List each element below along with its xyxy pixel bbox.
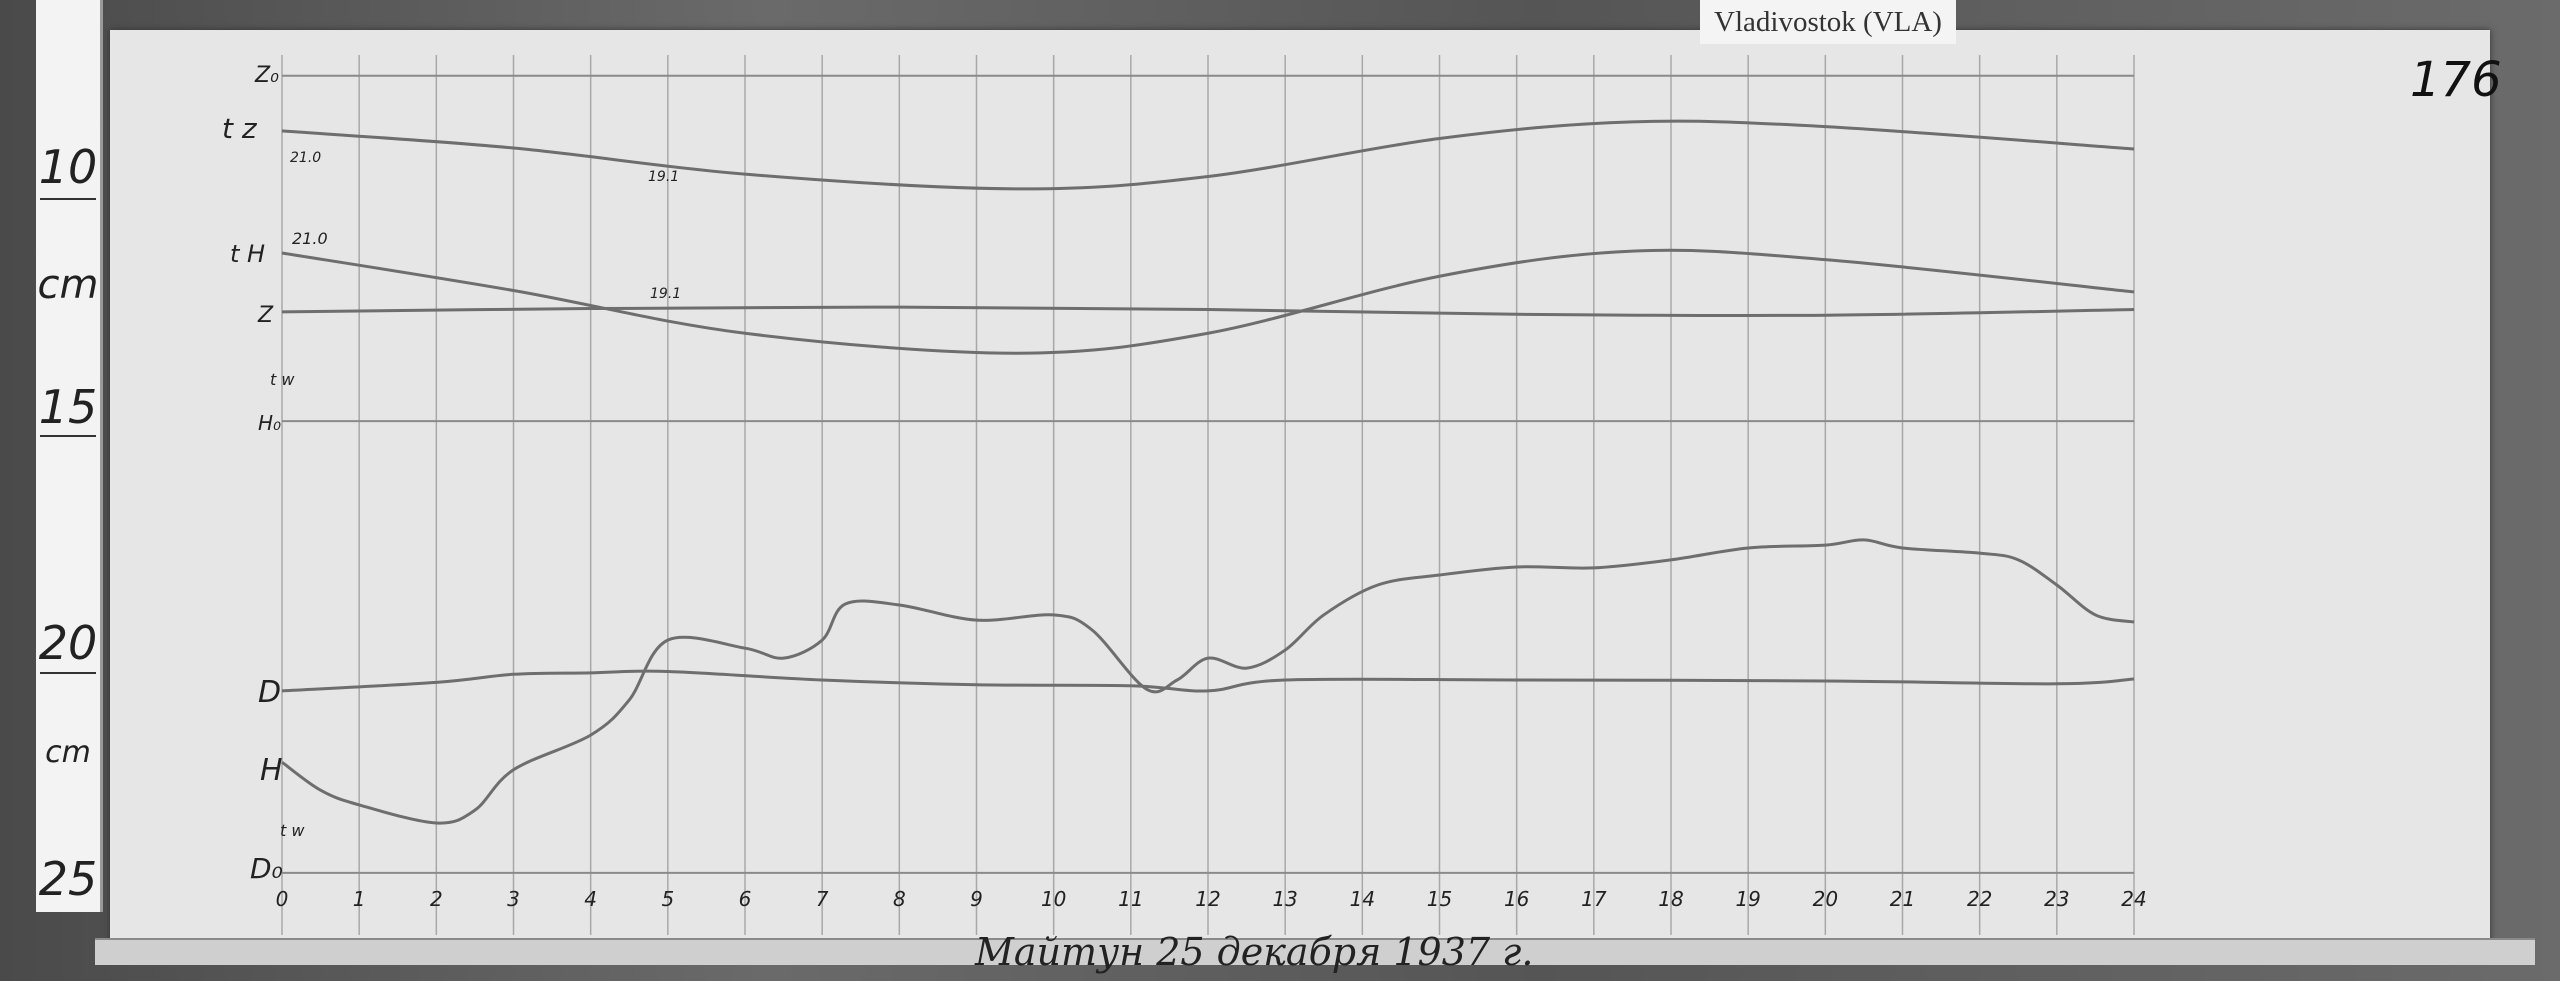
hour-tick-label: 2 xyxy=(430,887,443,911)
trace-label-d: D xyxy=(258,675,281,710)
ruler-tick xyxy=(40,672,96,674)
hour-tick-label: 19 xyxy=(1735,887,1760,911)
trace-label-tw: t w xyxy=(270,370,295,389)
hour-tick-label: 15 xyxy=(1427,887,1452,911)
trace-label-d0: D₀ xyxy=(250,852,283,885)
hour-tick-label: 3 xyxy=(507,887,520,911)
hour-tick-label: 17 xyxy=(1581,887,1607,911)
hour-tick-label: 10 xyxy=(1041,887,1066,911)
trace-label-z: Z xyxy=(257,303,274,328)
ruler-mark: 15 xyxy=(38,380,98,434)
magnetogram-sheet xyxy=(110,30,2490,945)
hour-tick-label: 13 xyxy=(1272,887,1297,911)
ruler-unit: cm xyxy=(45,735,91,770)
sheet-number: 176 xyxy=(2410,52,2502,108)
hour-tick-label: 18 xyxy=(1658,887,1683,911)
hour-tick-label: 23 xyxy=(2044,887,2069,911)
caption: Майтун 25 декабря 1937 г. xyxy=(975,930,1534,974)
station-label: Vladivostok (VLA) xyxy=(1700,0,1956,44)
hour-tick-label: 7 xyxy=(816,887,829,911)
trace-label-z0: Z₀ xyxy=(254,63,279,88)
mount-strip xyxy=(95,938,2535,965)
trace-z xyxy=(281,305,2135,318)
trace-th xyxy=(281,248,2135,355)
trace-label-th-mid: 19.1 xyxy=(650,286,681,302)
ruler-unit: cm xyxy=(37,262,99,308)
ruler-mark: 10 xyxy=(38,140,98,194)
trace-label-tz: t z xyxy=(222,112,258,145)
ruler-tick xyxy=(40,435,96,437)
trace-tz xyxy=(281,119,2135,191)
hour-tick-label: 0 xyxy=(276,887,289,911)
hour-tick-label: 11 xyxy=(1118,887,1143,911)
trace-label-tw: t w xyxy=(280,821,305,840)
ruler-tick xyxy=(40,198,96,200)
hour-tick-label: 20 xyxy=(1813,887,1838,911)
hour-tick-label: 8 xyxy=(893,887,906,911)
hour-tick-label: 24 xyxy=(2121,887,2146,911)
trace-label-tz-start: 21.0 xyxy=(290,150,321,166)
cm-ruler: 10 cm 15 20 cm 25 xyxy=(36,0,103,912)
trace-d xyxy=(281,669,2135,693)
ruler-mark: 20 xyxy=(38,616,98,670)
hour-tick-label: 9 xyxy=(970,887,983,911)
hour-tick-label: 5 xyxy=(661,887,674,911)
trace-h xyxy=(281,538,2135,825)
hour-tick-label: 1 xyxy=(353,887,366,911)
trace-label-h0: H₀ xyxy=(258,411,281,435)
hour-tick-label: 6 xyxy=(739,887,752,911)
trace-label-h: H xyxy=(260,753,283,788)
trace-label-tz-mid: 19.1 xyxy=(648,169,679,185)
trace-label-th: t H xyxy=(230,240,265,268)
trace-label-th-start: 21.0 xyxy=(292,229,328,248)
hour-tick-label: 16 xyxy=(1504,887,1529,911)
ruler-mark: 25 xyxy=(38,852,98,906)
hour-tick-label: 21 xyxy=(1890,887,1915,911)
hour-tick-label: 22 xyxy=(1967,887,1992,911)
hour-tick-label: 14 xyxy=(1350,887,1375,911)
hour-tick-label: 4 xyxy=(584,887,597,911)
hour-tick-label: 12 xyxy=(1195,887,1220,911)
